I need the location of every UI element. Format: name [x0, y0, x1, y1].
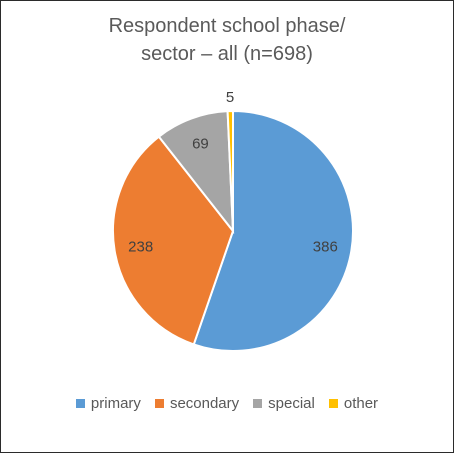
pie-slice-other [226, 109, 234, 232]
legend-item-secondary: secondary [154, 395, 240, 412]
data-label-primary: 386 [313, 239, 338, 256]
legend-item-other: other [328, 395, 379, 412]
chart-title: Respondent school phase/ sector – all (n… [0, 12, 454, 68]
data-label-secondary: 238 [128, 239, 153, 256]
data-label-other: 5 [226, 89, 234, 106]
legend-swatch-special [253, 399, 263, 408]
legend-swatch-primary [75, 399, 85, 408]
legend-label-special: special [268, 395, 315, 412]
legend-label-primary: primary [90, 395, 141, 412]
legend-item-special: special [253, 395, 315, 412]
chart-title-line-2: sector – all (n=698) [141, 43, 313, 65]
legend-label-secondary: secondary [169, 395, 240, 412]
pie-slice-special [157, 110, 235, 235]
chart-title-line-1: Respondent school phase/ [108, 15, 346, 37]
legend-item-primary: primary [75, 395, 141, 412]
pie-data-labels: 386 238 69 5 [128, 89, 338, 255]
legend-swatch-secondary [154, 399, 164, 408]
legend-label-other: other [343, 395, 379, 412]
chart-legend: primary secondary special other [0, 395, 454, 412]
pie-slice-secondary [112, 135, 235, 346]
data-label-special: 69 [192, 135, 209, 152]
legend-swatch-other [328, 399, 338, 408]
pie-slices [112, 109, 354, 352]
